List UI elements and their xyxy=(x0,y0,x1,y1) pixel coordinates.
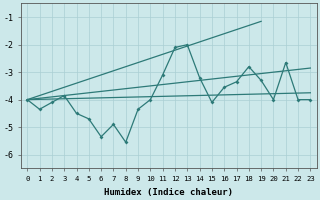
X-axis label: Humidex (Indice chaleur): Humidex (Indice chaleur) xyxy=(104,188,233,197)
